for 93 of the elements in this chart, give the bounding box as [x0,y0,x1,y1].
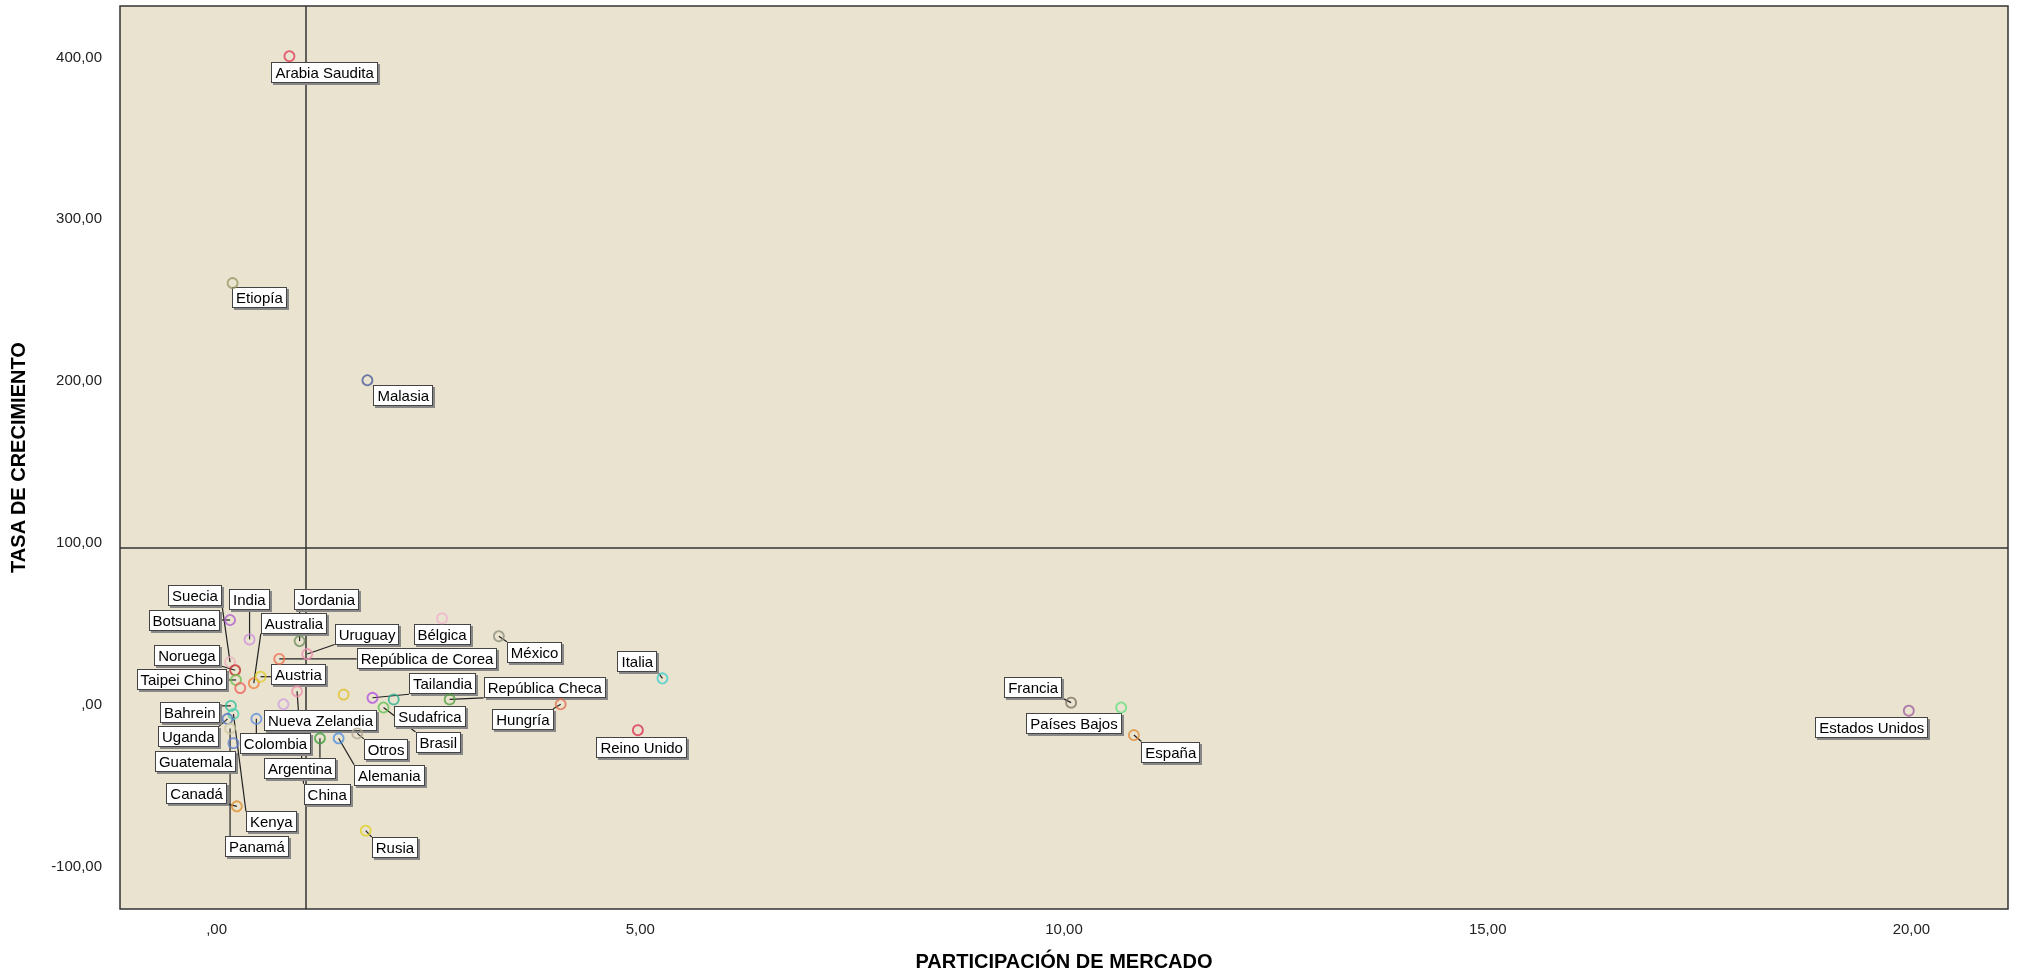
annotation: Jordania [293,588,360,610]
point [277,698,290,711]
annotation: República Checa [483,676,606,698]
point [631,724,644,737]
point [1115,701,1128,714]
annotation: Bélgica [413,623,471,645]
y-tick-label: -100,00 [51,856,102,874]
x-tick-label: 10,00 [1045,920,1083,937]
point [224,722,236,735]
annotation: Brasil [415,731,462,753]
point [229,664,242,677]
annotation: Botsuana [148,609,220,631]
annotation: Arabia Saudita [271,61,378,83]
point [230,800,243,813]
annotation: Australia [260,612,328,634]
point [1127,729,1140,741]
point [443,693,456,706]
annotation: Austria [271,664,326,686]
point [283,50,296,63]
point [226,277,239,289]
point [337,688,350,701]
point [377,701,390,714]
annotation: Taipei Chino [136,669,228,691]
point [225,699,237,712]
annotation: India [229,588,270,610]
annotation: China [303,783,351,805]
annotation: Otros [363,738,409,760]
point [492,630,505,643]
point [291,685,303,698]
point [227,708,240,720]
point [234,682,247,694]
annotation: España [1141,741,1201,763]
x-tick-label: 5,00 [625,920,655,937]
point [554,698,567,711]
x-tick-label: ,00 [206,920,228,937]
annotation: Italia [617,650,658,672]
point [224,614,236,626]
annotation: Sudafrica [394,705,466,727]
annotation: Argentina [263,757,337,779]
annotation: Canadá [166,782,227,804]
point [273,652,286,665]
annotation: Kenya [245,811,297,833]
point [1065,696,1078,709]
annotation: Noruega [154,644,220,666]
point [224,656,236,669]
point [227,737,240,750]
annotation: Panamá [225,836,289,858]
annotation: Tailandia [409,673,477,695]
annotation: Bahrein [159,702,220,724]
annotation: Alemania [354,764,425,786]
annotation: Guatemala [154,750,237,772]
point [351,727,364,740]
x-axis-title: PARTICIPACIÓN DE MERCADO [915,949,1213,972]
annotation: Colombia [239,733,312,755]
y-tick-label: 300,00 [56,209,102,227]
point [656,672,669,685]
x-tick-label: 20,00 [1892,920,1931,937]
annotation: Francia [1004,677,1063,699]
y-tick-label: 400,00 [56,47,102,65]
point [361,374,374,387]
annotation: República de Corea [356,648,498,670]
annotation: Reino Unido [596,736,687,758]
point [1902,704,1915,717]
point [247,677,260,690]
point [301,648,314,660]
y-tick-label: 100,00 [56,533,102,551]
point [366,691,379,704]
y-tick-label: ,00 [81,694,102,712]
point [250,712,263,725]
y-axis-title: TASA DE CRECIMIENTO [7,342,29,573]
annotation: Etiopía [232,286,287,308]
point [221,712,234,725]
point [293,635,306,647]
annotation: Rusia [371,837,419,859]
annotation: Países Bajos [1026,712,1122,734]
annotation: Estados Unidos [1815,717,1929,739]
point [314,732,326,745]
y-tick-label: 200,00 [56,371,102,389]
annotation: Hungría [492,708,554,730]
point [387,693,400,706]
annotation: Suecia [168,584,222,606]
annotation: Malasia [373,384,434,406]
point [254,670,267,683]
annotation: Nueva Zelandia [263,709,378,731]
point [359,824,372,837]
annotation: México [506,641,563,663]
annotation: Uganda [158,726,219,748]
point [230,674,242,686]
point [332,732,345,745]
point [243,633,256,646]
x-tick-label: 15,00 [1468,920,1507,937]
annotation: Uruguay [334,623,400,645]
point [436,612,448,625]
